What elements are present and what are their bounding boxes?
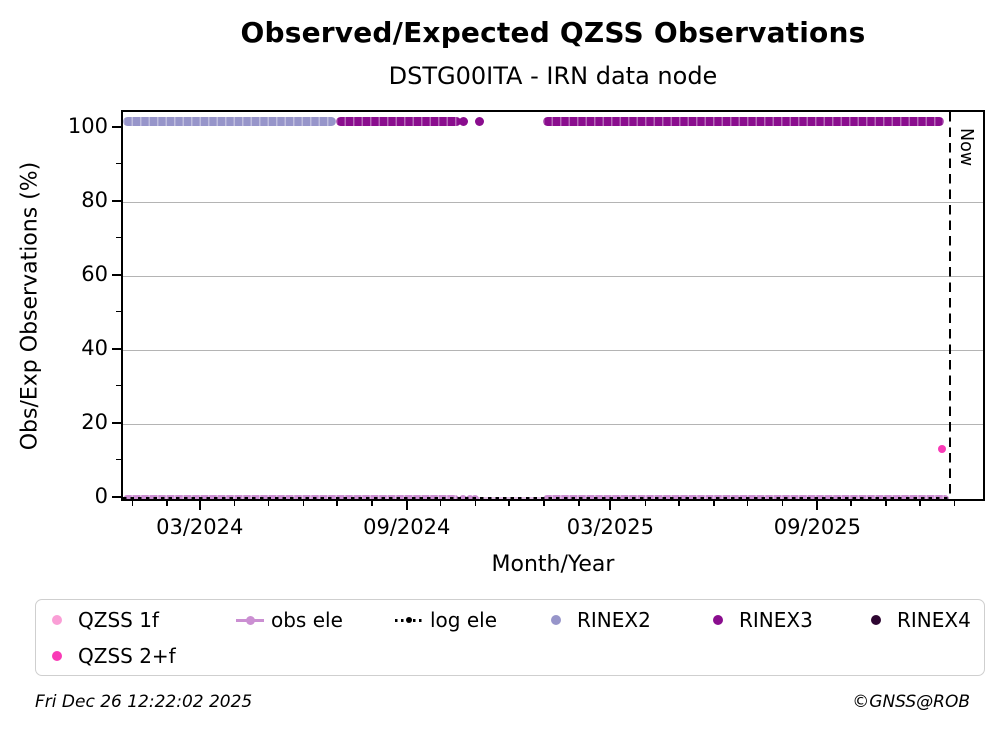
y-tick-label: 0 — [94, 483, 108, 508]
gridline — [123, 201, 983, 204]
x-tick-label: 09/2025 — [773, 515, 861, 539]
legend-label: log ele — [430, 608, 498, 632]
x-minor-tick — [644, 501, 646, 506]
x-minor-tick — [474, 501, 477, 506]
legend-label: QZSS 1f — [78, 608, 159, 632]
dotted-line-icon — [394, 613, 424, 627]
x-axis-label: Month/Year — [491, 552, 615, 577]
y-minor-tick — [116, 162, 121, 165]
x-major-tick — [609, 501, 612, 510]
series-band-rinex3 — [335, 116, 461, 126]
dot-icon — [42, 613, 72, 627]
x-minor-tick — [578, 501, 580, 506]
x-minor-tick — [885, 501, 887, 506]
y-minor-tick — [116, 310, 121, 313]
x-minor-tick — [131, 501, 133, 506]
x-tick-label: 03/2024 — [156, 515, 244, 539]
legend-item-obs-ele: obs ele — [235, 605, 343, 635]
x-minor-tick — [508, 501, 510, 506]
y-major-tick — [112, 125, 121, 128]
x-minor-tick — [336, 501, 338, 506]
legend-dotted-line-dot-icon — [406, 617, 412, 623]
x-minor-tick — [713, 501, 715, 506]
y-major-tick — [112, 495, 121, 498]
series-band-rinex2 — [123, 116, 336, 126]
plot-area — [121, 110, 985, 501]
legend-dot-icon — [551, 615, 561, 625]
y-minor-tick — [116, 236, 121, 239]
x-minor-tick — [302, 501, 304, 506]
x-minor-tick — [919, 501, 921, 506]
legend-item-qzss-1f: QZSS 1f — [42, 605, 159, 635]
y-tick-label: 80 — [81, 187, 108, 212]
x-minor-tick — [543, 501, 545, 506]
legend-dot-icon — [52, 615, 62, 625]
x-minor-tick — [746, 501, 749, 506]
dot-icon — [42, 649, 72, 663]
x-minor-tick — [233, 501, 236, 506]
x-minor-tick — [439, 501, 442, 506]
legend-label: RINEX3 — [739, 608, 813, 632]
y-major-tick — [112, 347, 121, 350]
now-label: Now — [956, 128, 976, 167]
y-minor-tick — [116, 458, 121, 461]
footer-credit: ©GNSS@ROB — [852, 692, 970, 712]
dot-icon — [703, 613, 733, 627]
chart-title: Observed/Expected QZSS Observations — [240, 16, 866, 49]
legend-item-rinex3: RINEX3 — [703, 605, 813, 635]
x-minor-tick — [850, 501, 852, 506]
legend-dot-icon — [713, 615, 723, 625]
x-major-tick — [405, 501, 408, 510]
legend-item-rinex2: RINEX2 — [541, 605, 651, 635]
chart-subtitle: DSTG00ITA - IRN data node — [388, 62, 718, 90]
dot-icon — [541, 613, 571, 627]
x-minor-tick — [781, 501, 784, 506]
x-minor-tick — [166, 501, 168, 506]
legend-item-qzss-2-f: QZSS 2+f — [42, 641, 176, 671]
y-tick-label: 20 — [81, 409, 108, 434]
x-major-tick — [816, 501, 819, 510]
x-major-tick — [198, 501, 201, 510]
x-minor-tick — [678, 501, 680, 506]
legend-label: RINEX4 — [897, 608, 971, 632]
y-major-tick — [112, 421, 121, 424]
y-major-tick — [112, 199, 121, 202]
x-tick-label: 03/2025 — [566, 515, 654, 539]
y-tick-label: 100 — [67, 113, 108, 138]
legend-label: RINEX2 — [577, 608, 651, 632]
series-point-qzss-2+f — [938, 444, 946, 453]
dot-icon — [861, 613, 891, 627]
legend: QZSS 1f obs ele log ele RINEX2 RINEX3 RINEX4 Q… — [35, 599, 985, 676]
x-minor-tick — [953, 501, 956, 506]
x-minor-tick — [371, 501, 373, 506]
legend-dot-icon — [52, 651, 62, 661]
legend-item-rinex4: RINEX4 — [861, 605, 971, 635]
series-point-rinex3 — [475, 116, 485, 126]
log-ele-dotted-line — [123, 496, 949, 499]
line-dot-icon — [235, 613, 265, 627]
gridline — [123, 275, 983, 278]
y-tick-label: 40 — [81, 335, 108, 360]
y-major-tick — [112, 273, 121, 276]
series-band-rinex3 — [542, 116, 945, 126]
legend-dot-icon — [871, 615, 881, 625]
series-point-rinex3 — [459, 116, 469, 126]
legend-label: QZSS 2+f — [78, 644, 176, 668]
footer-timestamp: Fri Dec 26 12:22:02 2025 — [35, 692, 253, 712]
x-tick-label: 09/2024 — [363, 515, 451, 539]
y-minor-tick — [116, 384, 121, 387]
legend-item-log-ele: log ele — [394, 605, 497, 635]
legend-label: obs ele — [271, 608, 343, 632]
y-tick-label: 60 — [81, 261, 108, 286]
now-line — [948, 112, 952, 499]
legend-line-dot-icon — [245, 615, 255, 625]
gridline — [123, 423, 983, 426]
gridline — [123, 349, 983, 352]
x-minor-tick — [267, 501, 270, 506]
